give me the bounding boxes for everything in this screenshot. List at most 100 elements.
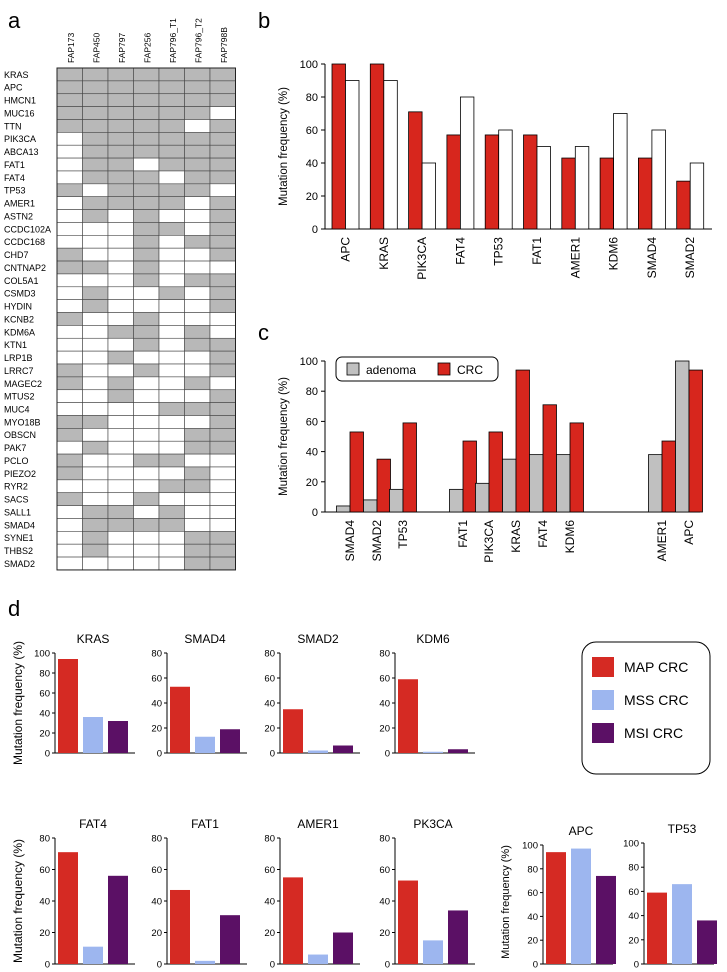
- heatmap-cell: [107, 518, 134, 532]
- bar: [283, 877, 303, 964]
- bar: [402, 422, 417, 513]
- heatmap-cell: [133, 350, 160, 365]
- gene-label: MUC16: [4, 108, 35, 118]
- heatmap-cell: [107, 93, 134, 107]
- y-tick-label: 0: [157, 749, 162, 760]
- category-label: TP53: [396, 520, 410, 549]
- heatmap-cell: [133, 222, 160, 236]
- heatmap-cell: [82, 286, 109, 300]
- y-tick-label: 40: [628, 911, 639, 922]
- bar: [423, 751, 443, 753]
- mini-chart-title: TP53: [668, 822, 697, 836]
- heatmap-cell: [133, 415, 160, 429]
- heatmap-cell: [209, 132, 236, 146]
- panel-a-letter: a: [8, 8, 21, 33]
- bar: [376, 458, 391, 513]
- mini-chart-title: PK3CA: [413, 817, 452, 831]
- heatmap-cell: [107, 235, 134, 249]
- y-tick-label: 40: [306, 447, 318, 459]
- heatmap-cell: [184, 170, 211, 185]
- heatmap-cell: [209, 337, 236, 352]
- gene-label: FAT1: [4, 160, 25, 170]
- bar: [571, 848, 591, 964]
- y-tick-label: 20: [306, 191, 318, 203]
- bar: [421, 162, 437, 230]
- mini-chart-kras: 0 20 40 60 80 100 KRAS: [34, 632, 135, 760]
- category-label: FAT1: [456, 520, 470, 548]
- heatmap-cell: [82, 132, 109, 146]
- y-tick-label: 40: [264, 897, 275, 908]
- heatmap-cell: [82, 492, 109, 506]
- heatmap-cell: [184, 415, 211, 429]
- heatmap-cell: [158, 106, 185, 120]
- legend-swatch: [592, 723, 614, 743]
- heatmap-cell: [56, 144, 83, 159]
- heatmap-cell: [158, 492, 185, 506]
- legend-label: MSI CRC: [624, 725, 683, 741]
- bar: [488, 431, 503, 513]
- y-tick-label: 0: [385, 960, 390, 971]
- heatmap-cell: [56, 518, 83, 532]
- heatmap-cell: [107, 247, 134, 262]
- y-tick-label: 60: [379, 674, 390, 685]
- heatmap-cell: [56, 325, 83, 339]
- bar: [648, 454, 663, 513]
- heatmap-cell: [209, 80, 236, 95]
- bar: [448, 910, 468, 964]
- heatmap-cell: [107, 312, 134, 326]
- y-tick-label: 40: [264, 699, 275, 710]
- heatmap-cell: [133, 273, 160, 288]
- bar: [498, 129, 513, 230]
- gene-label: MAGEC2: [4, 379, 42, 389]
- category-label: SMAD4: [645, 237, 659, 279]
- heatmap-cell: [133, 312, 160, 326]
- heatmap-cell: [133, 286, 160, 300]
- heatmap-cell: [56, 247, 83, 262]
- y-tick-label: 0: [634, 960, 639, 971]
- heatmap-cell: [209, 556, 236, 571]
- heatmap-cell: [56, 337, 83, 352]
- heatmap-cell: [82, 247, 109, 262]
- heatmap-cell: [82, 415, 109, 429]
- gene-label: KRAS: [4, 70, 29, 80]
- y-tick-label: 40: [39, 897, 50, 908]
- bar: [647, 892, 667, 964]
- heatmap-cell: [184, 67, 211, 82]
- y-tick-label: 100: [300, 59, 318, 71]
- heatmap-cell: [158, 350, 185, 365]
- category-label: AMER1: [568, 237, 582, 279]
- heatmap-cell: [107, 466, 134, 481]
- y-tick-label: 100: [522, 841, 538, 852]
- heatmap-cell: [107, 209, 134, 223]
- heatmap-cell: [158, 337, 185, 352]
- bar: [676, 180, 691, 230]
- y-tick-label: 0: [270, 960, 275, 971]
- y-tick-label: 40: [379, 699, 390, 710]
- heatmap-cell: [184, 299, 211, 313]
- heatmap-cell: [184, 106, 211, 120]
- gene-label: CCDC102A: [4, 224, 51, 234]
- bar: [675, 360, 690, 513]
- heatmap-cell: [158, 260, 185, 275]
- heatmap-cell: [133, 453, 160, 468]
- mini-chart-smad2: 0 20 40 60 80 SMAD2: [264, 632, 360, 760]
- bar: [408, 111, 423, 230]
- heatmap-cell: [82, 466, 109, 481]
- y-tick-label: 40: [527, 912, 538, 923]
- heatmap-cell: [184, 466, 211, 481]
- bar: [529, 454, 544, 513]
- heatmap-cell: [158, 80, 185, 95]
- y-axis-title: Mutation frequency (%): [11, 641, 25, 765]
- y-tick-label: 0: [312, 507, 318, 519]
- heatmap-cell: [107, 350, 134, 365]
- bar: [596, 875, 616, 964]
- heatmap-cell: [209, 144, 236, 159]
- heatmap-cell: [184, 196, 211, 210]
- heatmap-cell: [209, 119, 236, 133]
- heatmap-cell: [82, 209, 109, 223]
- heatmap-cell: [184, 376, 211, 391]
- heatmap-cell: [184, 389, 211, 403]
- heatmap-cell: [107, 183, 134, 198]
- heatmap-cell: [133, 80, 160, 95]
- bar: [484, 134, 500, 230]
